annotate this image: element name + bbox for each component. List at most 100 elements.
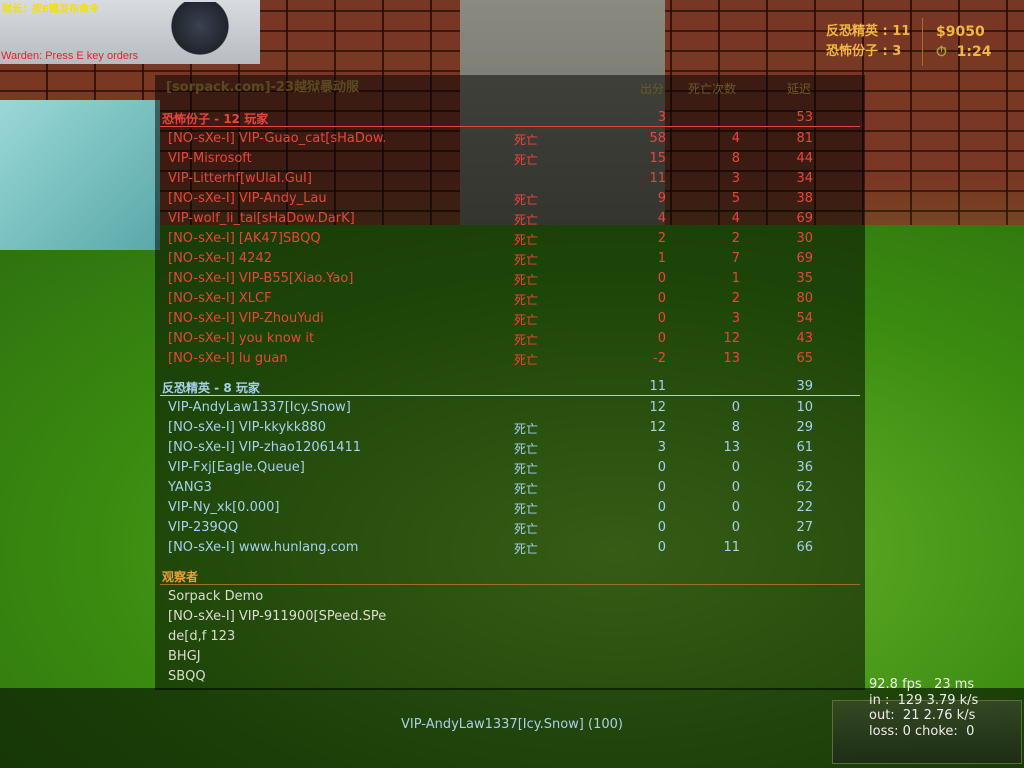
- player-row[interactable]: VIP-Ny_xk[0.000] 死亡 0 0 22: [0, 500, 1024, 520]
- t-score: 恐怖份子 : 3: [826, 44, 902, 59]
- server-title: [sorpack.com]-23越狱暴动服: [166, 80, 360, 95]
- team-score-hud: 反恐精英 : 11 恐怖份子 : 3: [826, 18, 923, 66]
- player-row[interactable]: [NO-sXe-I] XLCF 死亡 0 2 80: [0, 291, 1024, 311]
- team-header-counter_terrorists: 反恐精英 - 8 玩家 11 39: [0, 379, 1024, 399]
- player-name: [NO-sXe-I] 4242: [168, 251, 272, 266]
- player-name: VIP-Litterhf[wUlaI.GuI]: [168, 171, 312, 186]
- player-row[interactable]: [NO-sXe-I] [AK47]SBQQ 死亡 2 2 30: [0, 231, 1024, 251]
- team-latency: 39: [796, 379, 813, 394]
- player-row[interactable]: [NO-sXe-I] www.hunlang.com 死亡 0 11 66: [0, 540, 1024, 560]
- spectated-player: VIP-AndyLaw1337[Icy.Snow] (100): [401, 717, 623, 732]
- player-score: 9: [657, 191, 666, 206]
- player-latency: 36: [796, 460, 813, 475]
- player-row[interactable]: [NO-sXe-I] you know it 死亡 0 12 43: [0, 331, 1024, 351]
- player-row[interactable]: VIP-Fxj[Eagle.Queue] 死亡 0 0 36: [0, 460, 1024, 480]
- player-score: 15: [649, 151, 666, 166]
- player-row[interactable]: [NO-sXe-I] VIP-Guao_cat[sHaDow. 死亡 58 4 81: [0, 131, 1024, 151]
- player-row[interactable]: [NO-sXe-I] VIP-kkykk880 死亡 12 8 29: [0, 420, 1024, 440]
- player-deaths: 0: [731, 520, 740, 535]
- player-latency: 30: [796, 231, 813, 246]
- player-row[interactable]: [NO-sXe-I] VIP-Andy_Lau 死亡 9 5 38: [0, 191, 1024, 211]
- player-row[interactable]: [NO-sXe-I] lu guan 死亡 -2 13 65: [0, 351, 1024, 371]
- player-row[interactable]: VIP-AndyLaw1337[Icy.Snow] 12 0 10: [0, 400, 1024, 420]
- player-row[interactable]: VIP-wolf_li_tai[sHaDow.DarK] 死亡 4 4 69: [0, 211, 1024, 231]
- player-row[interactable]: [NO-sXe-I] 4242 死亡 1 7 69: [0, 251, 1024, 271]
- net-in: in : 129 3.79 k/s: [869, 692, 979, 708]
- net-graph: 92.8 fps 23 ms in : 129 3.79 k/s out: 21 2…: [869, 677, 978, 739]
- player-latency: 10: [796, 400, 813, 415]
- guard-figure: [170, 2, 230, 62]
- scoreboard-panel: [155, 75, 865, 690]
- player-score: 2: [657, 231, 666, 246]
- spectator-divider: [160, 584, 860, 585]
- player-latency: 65: [796, 351, 813, 366]
- player-row[interactable]: [NO-sXe-I] VIP-B55[Xiao.Yao] 死亡 0 1 35: [0, 271, 1024, 291]
- player-name: VIP-239QQ: [168, 520, 239, 535]
- spectator-row[interactable]: de[d,f 123: [0, 629, 1024, 649]
- player-row[interactable]: VIP-239QQ 死亡 0 0 27: [0, 520, 1024, 540]
- player-score: 0: [657, 331, 666, 346]
- player-deaths: 0: [731, 460, 740, 475]
- player-latency: 69: [796, 211, 813, 226]
- player-latency: 34: [796, 171, 813, 186]
- stopwatch-icon: ⏱: [936, 44, 947, 60]
- header-score: 出分: [640, 82, 665, 96]
- spectator-row[interactable]: SBQQ: [0, 669, 1024, 689]
- player-name: [NO-sXe-I] VIP-B55[Xiao.Yao]: [168, 271, 354, 286]
- player-status: 死亡: [514, 233, 539, 247]
- player-name: YANG3: [168, 480, 212, 495]
- hud-divider: [922, 18, 923, 66]
- player-name: [NO-sXe-I] www.hunlang.com: [168, 540, 359, 555]
- player-row[interactable]: VIP-Misrosoft 死亡 15 8 44: [0, 151, 1024, 171]
- player-row[interactable]: YANG3 死亡 0 0 62: [0, 480, 1024, 500]
- player-row[interactable]: [NO-sXe-I] VIP-ZhouYudi 死亡 0 3 54: [0, 311, 1024, 331]
- player-row[interactable]: VIP-Litterhf[wUlaI.GuI] 11 3 34: [0, 171, 1024, 191]
- player-deaths: 8: [731, 151, 740, 166]
- player-score: -2: [653, 351, 666, 366]
- player-latency: 22: [796, 500, 813, 515]
- ct-score: 反恐精英 : 11: [826, 24, 911, 39]
- player-status: 死亡: [514, 462, 539, 476]
- player-status: 死亡: [514, 442, 539, 456]
- english-hint: Warden: Press E key orders: [1, 50, 139, 62]
- player-score: 12: [649, 400, 666, 415]
- net-out: out: 21 2.76 k/s: [869, 708, 976, 723]
- team-label: 恐怖份子 - 12 玩家: [162, 112, 269, 126]
- spectator-row[interactable]: BHGJ: [0, 649, 1024, 669]
- player-status: 死亡: [514, 313, 539, 327]
- player-latency: 27: [796, 520, 813, 535]
- player-name: [NO-sXe-I] lu guan: [168, 351, 288, 366]
- player-score: 0: [657, 460, 666, 475]
- player-latency: 66: [796, 540, 813, 555]
- player-latency: 44: [796, 151, 813, 166]
- player-name: [NO-sXe-I] VIP-Guao_cat[sHaDow.: [168, 131, 387, 146]
- player-latency: 80: [796, 291, 813, 306]
- player-name: VIP-wolf_li_tai[sHaDow.DarK]: [168, 211, 355, 226]
- player-name: VIP-Ny_xk[0.000]: [168, 500, 280, 515]
- player-score: 0: [657, 520, 666, 535]
- player-deaths: 3: [731, 311, 740, 326]
- player-name: VIP-Fxj[Eagle.Queue]: [168, 460, 305, 475]
- glass-window: [0, 100, 160, 250]
- player-name: [NO-sXe-I] VIP-ZhouYudi: [168, 311, 324, 326]
- player-deaths: 0: [731, 480, 740, 495]
- player-score: 1: [657, 251, 666, 266]
- player-name: [NO-sXe-I] [AK47]SBQQ: [168, 231, 321, 246]
- spectator-name: de[d,f 123: [168, 629, 236, 644]
- player-deaths: 12: [723, 331, 740, 346]
- player-status: 死亡: [514, 133, 539, 147]
- player-latency: 69: [796, 251, 813, 266]
- player-latency: 81: [796, 131, 813, 146]
- spectator-row[interactable]: Sorpack Demo: [0, 589, 1024, 609]
- spectator-row[interactable]: [NO-sXe-I] VIP-911900[SPeed.SPe: [0, 609, 1024, 629]
- team-divider: [160, 395, 860, 396]
- player-score: 3: [657, 440, 666, 455]
- player-deaths: 1: [731, 271, 740, 286]
- spectator-name: SBQQ: [168, 669, 206, 684]
- player-name: [NO-sXe-I] VIP-kkykk880: [168, 420, 327, 435]
- player-row[interactable]: [NO-sXe-I] VIP-zhao12061411 死亡 3 13 61: [0, 440, 1024, 460]
- player-latency: 35: [796, 271, 813, 286]
- header-deaths: 死亡次数: [688, 82, 737, 96]
- player-score: 58: [649, 131, 666, 146]
- player-status: 死亡: [514, 213, 539, 227]
